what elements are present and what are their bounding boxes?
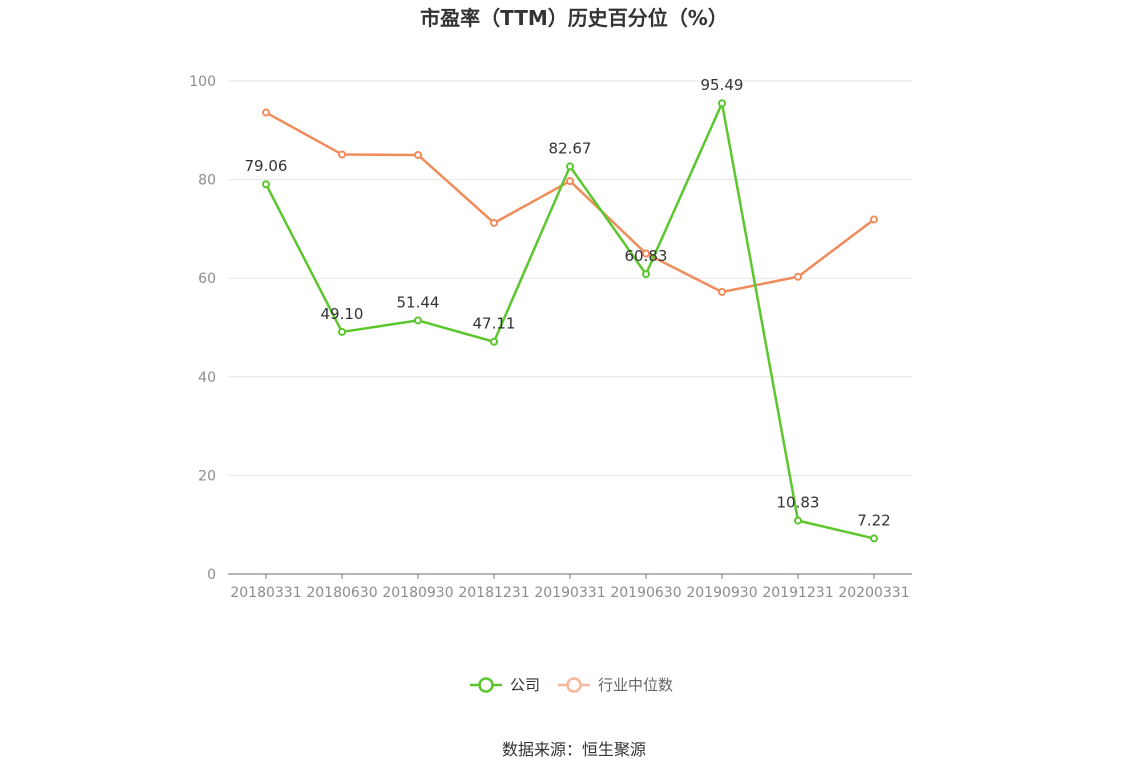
data-label: 10.83 — [777, 494, 820, 512]
x-tick-label: 20200331 — [838, 585, 909, 601]
data-label: 95.49 — [701, 76, 744, 94]
y-tick-label: 100 — [189, 74, 216, 90]
data-point — [870, 215, 878, 224]
data-point — [718, 288, 726, 297]
data-label: 49.10 — [321, 305, 364, 323]
data-label: 47.11 — [473, 315, 516, 333]
data-label: 7.22 — [857, 511, 890, 529]
legend-label: 公司 — [510, 676, 540, 694]
y-tick-label: 20 — [198, 468, 216, 484]
x-tick-label: 20190630 — [610, 585, 681, 601]
data-point — [338, 150, 346, 159]
legend-marker — [478, 677, 494, 693]
x-tick-label: 20180630 — [306, 585, 377, 601]
y-tick-label: 0 — [207, 567, 216, 583]
data-point — [414, 316, 422, 325]
data-label: 79.06 — [245, 157, 288, 175]
data-point — [794, 272, 802, 281]
data-label: 60.83 — [625, 247, 668, 265]
legend-item-1[interactable]: 行业中位数 — [558, 676, 673, 694]
data-point — [642, 249, 650, 258]
data-point — [566, 177, 574, 186]
y-tick-label: 40 — [198, 370, 216, 386]
series-group — [262, 99, 878, 543]
data-point — [490, 337, 498, 346]
x-axis: 20180331 20180630 20180930 20181231 20190331… — [228, 573, 912, 601]
data-labels: 79.06 49.10 51.44 47.11 82.67 60.83 95.49 10.83… — [245, 76, 891, 529]
data-point — [262, 180, 270, 189]
data-label: 51.44 — [397, 293, 440, 311]
data-point — [718, 99, 726, 108]
data-point — [338, 327, 346, 336]
data-point — [642, 270, 650, 279]
data-point — [414, 150, 422, 159]
data-point — [262, 108, 270, 117]
x-tick-label: 20180930 — [382, 585, 453, 601]
legend[interactable]: 公司 行业中位数 — [470, 676, 673, 694]
legend-label: 行业中位数 — [598, 676, 673, 694]
data-point — [870, 534, 878, 543]
y-tick-label: 80 — [198, 173, 216, 189]
x-tick-label: 20180331 — [230, 585, 301, 601]
x-tick-label: 20190331 — [534, 585, 605, 601]
x-tick-label: 20191231 — [762, 585, 833, 601]
data-point — [566, 162, 574, 171]
data-label: 82.67 — [549, 139, 592, 157]
source-note: 数据来源：恒生聚源 — [502, 740, 646, 759]
data-point — [490, 218, 498, 227]
legend-marker — [566, 677, 582, 693]
x-tick-label: 20181231 — [458, 585, 529, 601]
chart-title: 市盈率（TTM）历史百分位（%） — [420, 6, 728, 30]
y-axis: 0 20 40 60 80 100 — [189, 74, 216, 583]
y-tick-label: 60 — [198, 271, 216, 287]
x-tick-label: 20190930 — [686, 585, 757, 601]
grid-lines — [228, 80, 912, 476]
data-point — [794, 516, 802, 525]
legend-item-0[interactable]: 公司 — [470, 676, 540, 694]
